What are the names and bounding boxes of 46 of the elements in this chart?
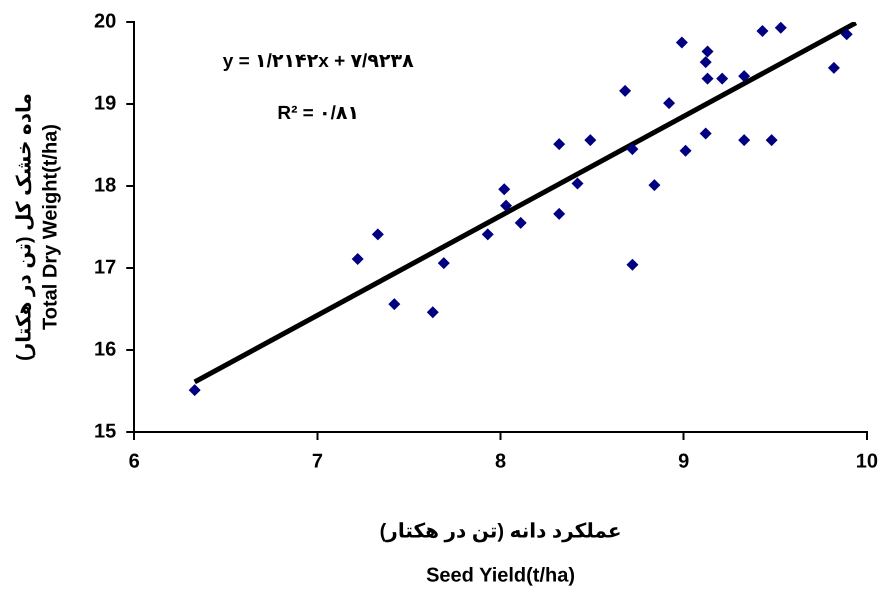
point [482, 228, 494, 240]
point [676, 36, 688, 48]
y-tick-label: 18 [94, 174, 116, 197]
point [716, 72, 728, 85]
point [738, 70, 750, 82]
point [619, 84, 632, 97]
x-tick-label: 6 [128, 450, 140, 473]
point [626, 143, 638, 156]
y-tick-label: 19 [94, 92, 116, 115]
point [498, 183, 510, 196]
point [514, 216, 527, 229]
point [372, 228, 384, 240]
point [648, 179, 660, 192]
point [426, 306, 439, 318]
point [500, 200, 512, 212]
point [840, 28, 853, 40]
x-tick-label: 8 [495, 450, 506, 473]
point [702, 46, 714, 58]
y-tick-label: 15 [94, 420, 116, 443]
x-tick-label: 10 [856, 450, 878, 473]
x-tick-label: 7 [312, 450, 323, 473]
annotation: R² = ۰/۸۱ [277, 103, 360, 124]
point [188, 384, 201, 396]
point [553, 138, 566, 150]
point [626, 258, 638, 271]
point [663, 97, 676, 110]
point [702, 72, 714, 85]
point [553, 208, 566, 220]
point [352, 252, 364, 265]
point [571, 178, 584, 190]
point [438, 257, 450, 270]
y-tick-label: 20 [94, 10, 116, 33]
x-tick-label: 9 [678, 450, 690, 473]
point [828, 62, 840, 74]
point [738, 134, 750, 146]
y-tick-label: 17 [94, 256, 116, 279]
point [756, 25, 768, 38]
point [774, 22, 787, 34]
point [388, 298, 400, 310]
point [680, 144, 692, 157]
y-tick-label: 16 [94, 338, 116, 361]
point [584, 134, 596, 146]
annotation: y = ۱/۲۱۴۲x + ۷/۹۲۳۸ [222, 51, 414, 72]
point [700, 56, 712, 68]
point [766, 134, 778, 146]
point [700, 128, 712, 140]
